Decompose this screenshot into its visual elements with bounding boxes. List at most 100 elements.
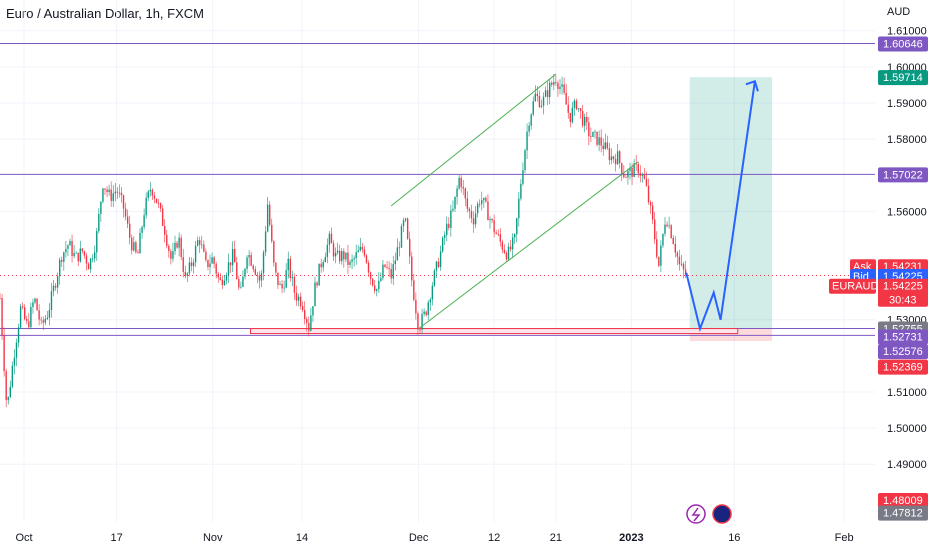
candle-body xyxy=(555,81,557,83)
bottom-icons xyxy=(686,504,732,524)
candle-body xyxy=(69,241,71,246)
horizontal-levels xyxy=(0,42,875,336)
candle-body xyxy=(374,285,376,291)
candle-body xyxy=(52,285,55,292)
y-tick-label: 1.59000 xyxy=(887,98,927,110)
candle-body xyxy=(610,156,613,161)
candle-body xyxy=(77,252,79,262)
candle-body xyxy=(378,280,380,290)
x-tick-label: Dec xyxy=(409,532,429,544)
candle-body xyxy=(456,188,458,197)
candle-body xyxy=(310,315,312,331)
candle-body xyxy=(493,220,495,233)
candle-body xyxy=(143,215,145,228)
price-tags: 1.606461.597141.570221.54231Ask1.54225Bi… xyxy=(829,36,928,521)
candle-body xyxy=(13,357,16,366)
price-tag xyxy=(878,505,928,521)
candle-body xyxy=(501,241,504,250)
candle-body xyxy=(623,173,625,178)
candle-body xyxy=(137,252,139,254)
candle-body xyxy=(382,264,384,279)
projection-path xyxy=(685,80,759,333)
candle-body xyxy=(452,208,454,211)
candle-body xyxy=(660,245,662,266)
candle-body xyxy=(104,188,106,190)
candle-body xyxy=(561,84,563,87)
x-tick-label: 14 xyxy=(296,532,308,544)
candle-body xyxy=(466,198,469,209)
candle-body xyxy=(450,210,452,228)
channel-lines xyxy=(390,73,639,330)
candle-body xyxy=(26,319,28,322)
candle-body xyxy=(15,342,18,358)
candle-body xyxy=(415,299,417,314)
y-tick-label: 1.61000 xyxy=(887,26,927,38)
channel-lower-line xyxy=(418,161,639,330)
candle-body xyxy=(85,255,88,264)
candle-body xyxy=(201,244,203,246)
candle-body xyxy=(522,170,524,184)
candle-body xyxy=(116,191,119,193)
candle-body xyxy=(209,263,211,268)
candle-body xyxy=(40,319,42,321)
candle-body xyxy=(98,213,100,231)
candle-body xyxy=(444,235,446,238)
candle-body xyxy=(234,248,236,263)
candle-body xyxy=(332,243,335,257)
x-tick-label: 2023 xyxy=(619,532,643,544)
candle-body xyxy=(355,252,357,259)
candle-body xyxy=(324,256,326,262)
candle-body xyxy=(406,218,409,239)
candle-body xyxy=(651,205,654,220)
candle-body xyxy=(654,219,656,240)
candle-body xyxy=(557,82,559,89)
candle-body xyxy=(645,178,648,186)
candle-body xyxy=(487,201,489,221)
candle-body xyxy=(7,396,9,401)
candles xyxy=(0,74,687,408)
candle-body xyxy=(240,286,242,288)
price-tag xyxy=(878,329,928,345)
candle-body xyxy=(244,268,246,277)
candle-body xyxy=(357,250,359,253)
candle-body xyxy=(575,100,578,110)
candle-body xyxy=(306,318,308,323)
candle-body xyxy=(658,256,660,266)
candle-body xyxy=(637,163,639,174)
candle-body xyxy=(674,243,676,253)
candle-body xyxy=(166,234,168,246)
candle-body xyxy=(606,142,609,149)
candle-body xyxy=(161,208,164,226)
candle-body xyxy=(546,90,549,98)
candle-body xyxy=(79,248,81,262)
candle-body xyxy=(207,259,209,268)
candle-body xyxy=(470,211,473,219)
candle-body xyxy=(242,276,244,287)
candle-body xyxy=(71,241,73,257)
candle-body xyxy=(54,285,57,288)
candle-body xyxy=(184,271,186,276)
candle-body xyxy=(411,256,413,281)
y-tick-label: 1.51000 xyxy=(887,387,927,399)
candle-body xyxy=(602,145,604,150)
candle-body xyxy=(30,306,32,328)
candle-body xyxy=(621,163,623,174)
candle-body xyxy=(170,251,172,259)
candle-body xyxy=(32,302,34,307)
candle-body xyxy=(252,265,254,270)
candle-body xyxy=(404,218,407,221)
candle-body xyxy=(5,371,7,401)
candle-body xyxy=(435,261,438,271)
candle-body xyxy=(577,108,580,110)
candle-body xyxy=(437,261,440,268)
candle-body xyxy=(246,257,248,269)
candle-body xyxy=(147,191,149,198)
candle-body xyxy=(227,262,230,276)
candle-body xyxy=(213,257,215,264)
candle-body xyxy=(217,273,219,278)
chart-title: Euro / Australian Dollar, 1h, FXCM xyxy=(6,6,204,21)
lightning-bolt-icon xyxy=(691,507,701,522)
candle-body xyxy=(351,259,353,262)
candle-body xyxy=(394,260,396,265)
